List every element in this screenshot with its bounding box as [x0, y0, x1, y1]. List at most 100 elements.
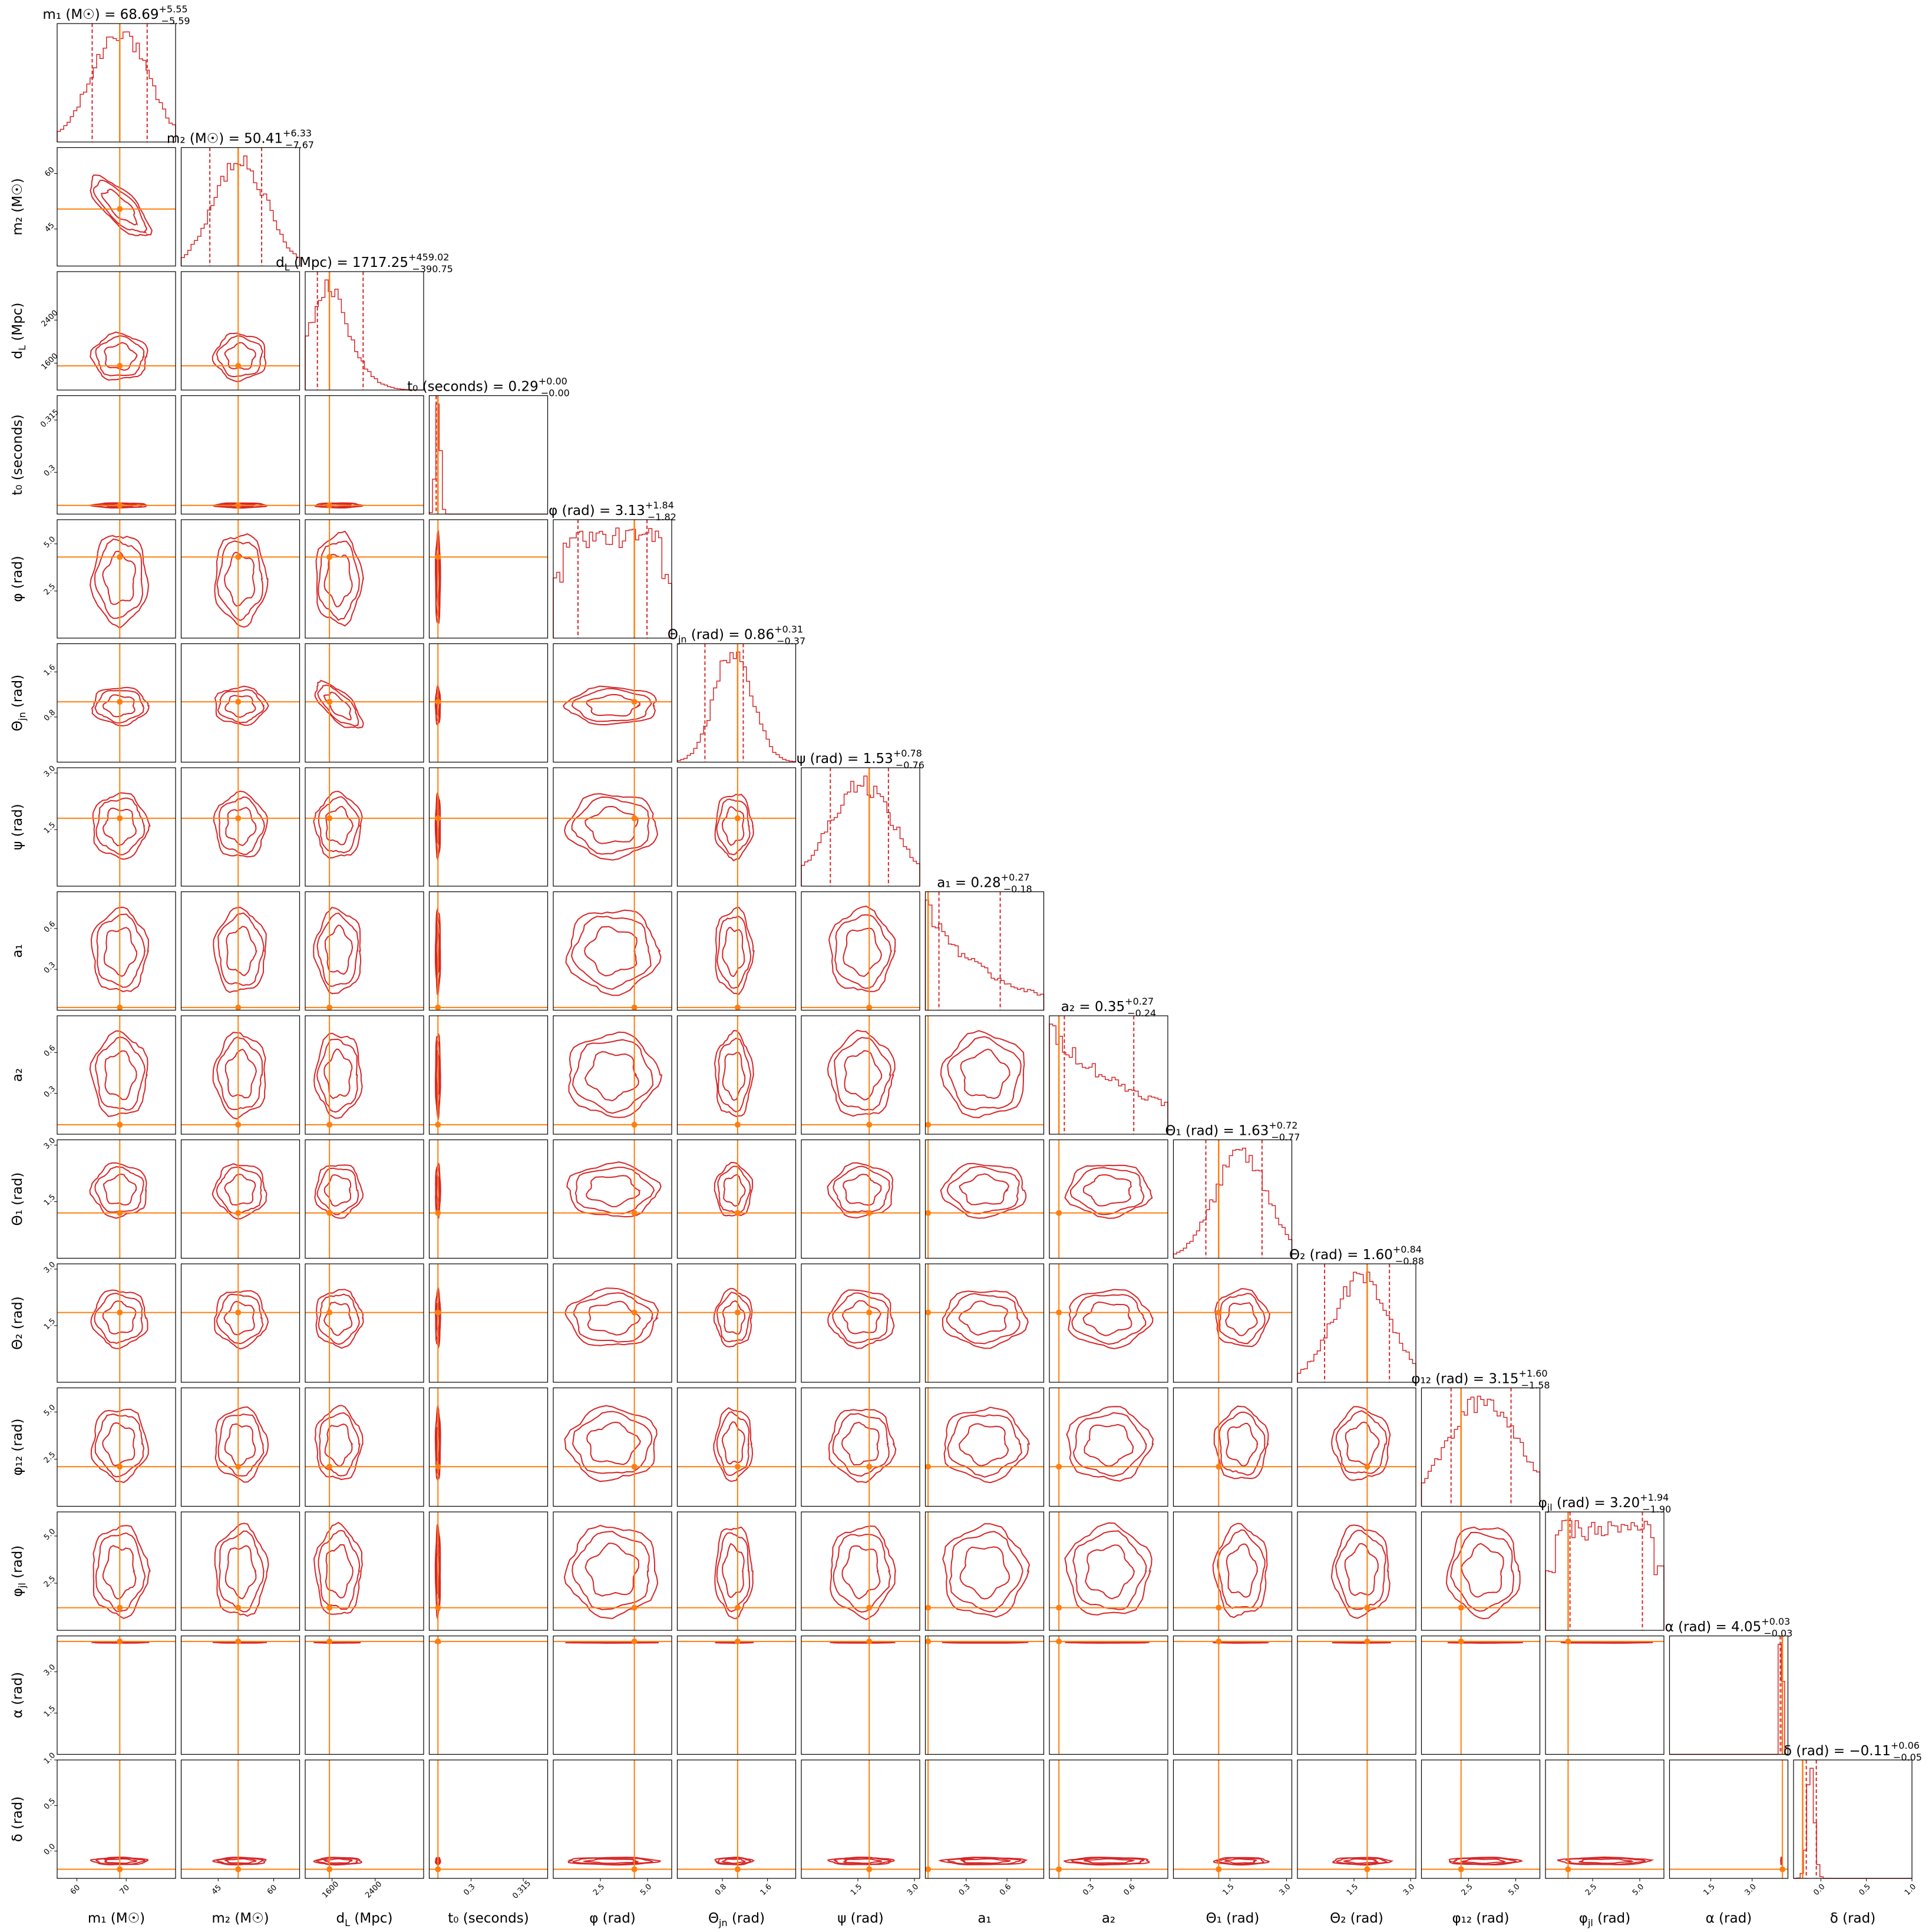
y-tick-label: 0.3 [42, 960, 57, 975]
y-tick-label: 1.5 [42, 1704, 57, 1719]
contour-level [315, 1289, 364, 1349]
panel-frame [553, 1139, 672, 1259]
histogram-panel-8: a₂ = 0.35+0.27 −0.24 [1049, 996, 1168, 1135]
contour-level [1345, 1421, 1380, 1466]
panel-frame [428, 1263, 549, 1383]
contour-panel-10-0: 1.5 3.0 Θ₂ (rad) [10, 1260, 176, 1383]
x-axis-label: φjl (rad) [1579, 1911, 1631, 1928]
histogram-steps [1173, 1147, 1293, 1259]
truth-point [925, 1604, 932, 1611]
contour-level [960, 1048, 1010, 1099]
contour-level [586, 1421, 641, 1465]
truth-point [1216, 1464, 1222, 1470]
panel-frame [924, 1139, 1045, 1259]
contour-level [572, 1857, 653, 1865]
contour-level [571, 688, 652, 722]
contour-level [435, 693, 440, 718]
contour-panel-14-0: 60 70 m₁ (M☉) 0.0 0.5 1.0 δ (rad) [10, 1751, 176, 1926]
contour-level [434, 684, 441, 726]
y-axis-label: Θ₁ (rad) [10, 1173, 25, 1226]
contour-level [942, 1290, 1029, 1349]
y-axis-label: a₂ [10, 1068, 25, 1082]
y-axis-label: t₀ (seconds) [10, 414, 25, 496]
contour-level [313, 1641, 361, 1644]
contour-level [313, 1857, 363, 1866]
panel-frame [1545, 1635, 1665, 1755]
truth-point [1056, 1866, 1062, 1872]
contour-level [323, 1174, 352, 1207]
truth-point [435, 815, 441, 821]
contour-level [1071, 1294, 1147, 1345]
histogram-panel-5: Θjn (rad) = 0.86+0.31 −0.37 [668, 624, 805, 763]
contour-level [94, 1293, 143, 1344]
panel-frame [57, 1263, 176, 1383]
x-tick-label: 70 [118, 1883, 131, 1896]
panel-frame [801, 767, 920, 887]
x-axis-label: Θ₂ (rad) [1330, 1911, 1383, 1926]
y-tick-label: 0.3 [42, 1085, 57, 1099]
panel-title: t₀ (seconds) = 0.29+0.00 −0.00 [407, 376, 570, 399]
truth-point [1056, 1464, 1062, 1470]
panel-frame [676, 1139, 797, 1259]
contour-panel-10-4 [553, 1263, 672, 1383]
contour-level [95, 797, 146, 856]
contour-level [434, 1033, 441, 1121]
contour-level [833, 1534, 891, 1613]
histogram-panel-6: ψ (rad) = 1.53+0.78 −0.76 [797, 748, 924, 887]
contour-level [844, 1050, 883, 1101]
contour-level [104, 1858, 137, 1864]
contour-level [314, 1164, 364, 1219]
y-axis-label: Θjn (rad) [10, 675, 28, 731]
contour-panel-3-1 [180, 395, 300, 515]
contour-level [217, 1413, 265, 1477]
panel-frame [305, 1635, 424, 1755]
y-tick-label: 2.5 [42, 582, 57, 597]
contour-panel-12-9 [1173, 1511, 1293, 1631]
y-tick-label: 3.0 [42, 764, 57, 779]
panel-frame [428, 1635, 549, 1755]
contour-level [843, 1858, 882, 1864]
panel-frame [305, 1387, 424, 1507]
panel-title: m₂ (M☉) = 50.41+6.33 −7.67 [167, 128, 314, 151]
contour-level [323, 554, 353, 607]
contour-panel-5-1 [180, 643, 300, 763]
contour-level [325, 805, 354, 846]
panel-title: Θjn (rad) = 0.86+0.31 −0.37 [668, 624, 805, 647]
truth-point [866, 1121, 873, 1128]
contour-level [1447, 1641, 1524, 1644]
contour-level [716, 1291, 751, 1343]
contour-level [318, 1293, 360, 1345]
contour-level [1459, 1858, 1507, 1864]
panel-frame [1173, 1635, 1293, 1755]
y-tick-label: 45 [43, 221, 56, 234]
truth-point [435, 1638, 441, 1644]
contour-panel-6-3 [428, 767, 549, 887]
panel-frame [1173, 1759, 1293, 1879]
contour-level [313, 1032, 363, 1119]
panel-frame [553, 519, 672, 639]
panel-frame [1297, 1635, 1416, 1755]
truth-point [235, 1638, 242, 1644]
truth-point [117, 1866, 123, 1872]
contour-level [942, 1523, 1031, 1618]
contour-level [564, 1287, 659, 1346]
panel-frame [305, 395, 424, 515]
panel-frame [180, 271, 300, 391]
contour-level [435, 1543, 440, 1600]
contour-level [938, 1857, 1028, 1865]
y-tick-label: 3.0 [42, 1260, 57, 1275]
truth-point [235, 815, 242, 821]
contour-panel-6-1 [180, 767, 300, 887]
contour-panel-12-1 [180, 1511, 300, 1631]
x-tick-label: 3.0 [1402, 1883, 1416, 1897]
contour-level [940, 1030, 1025, 1118]
contour-level [102, 1422, 136, 1467]
contour-level [323, 1858, 353, 1864]
panel-frame [428, 1511, 549, 1631]
contour-level [1064, 1857, 1150, 1866]
contour-level [226, 926, 257, 976]
panel-frame [1049, 1511, 1168, 1631]
contour-level [91, 1641, 150, 1644]
contour-panel-8-2 [305, 1015, 424, 1135]
truth-point [326, 1604, 333, 1611]
